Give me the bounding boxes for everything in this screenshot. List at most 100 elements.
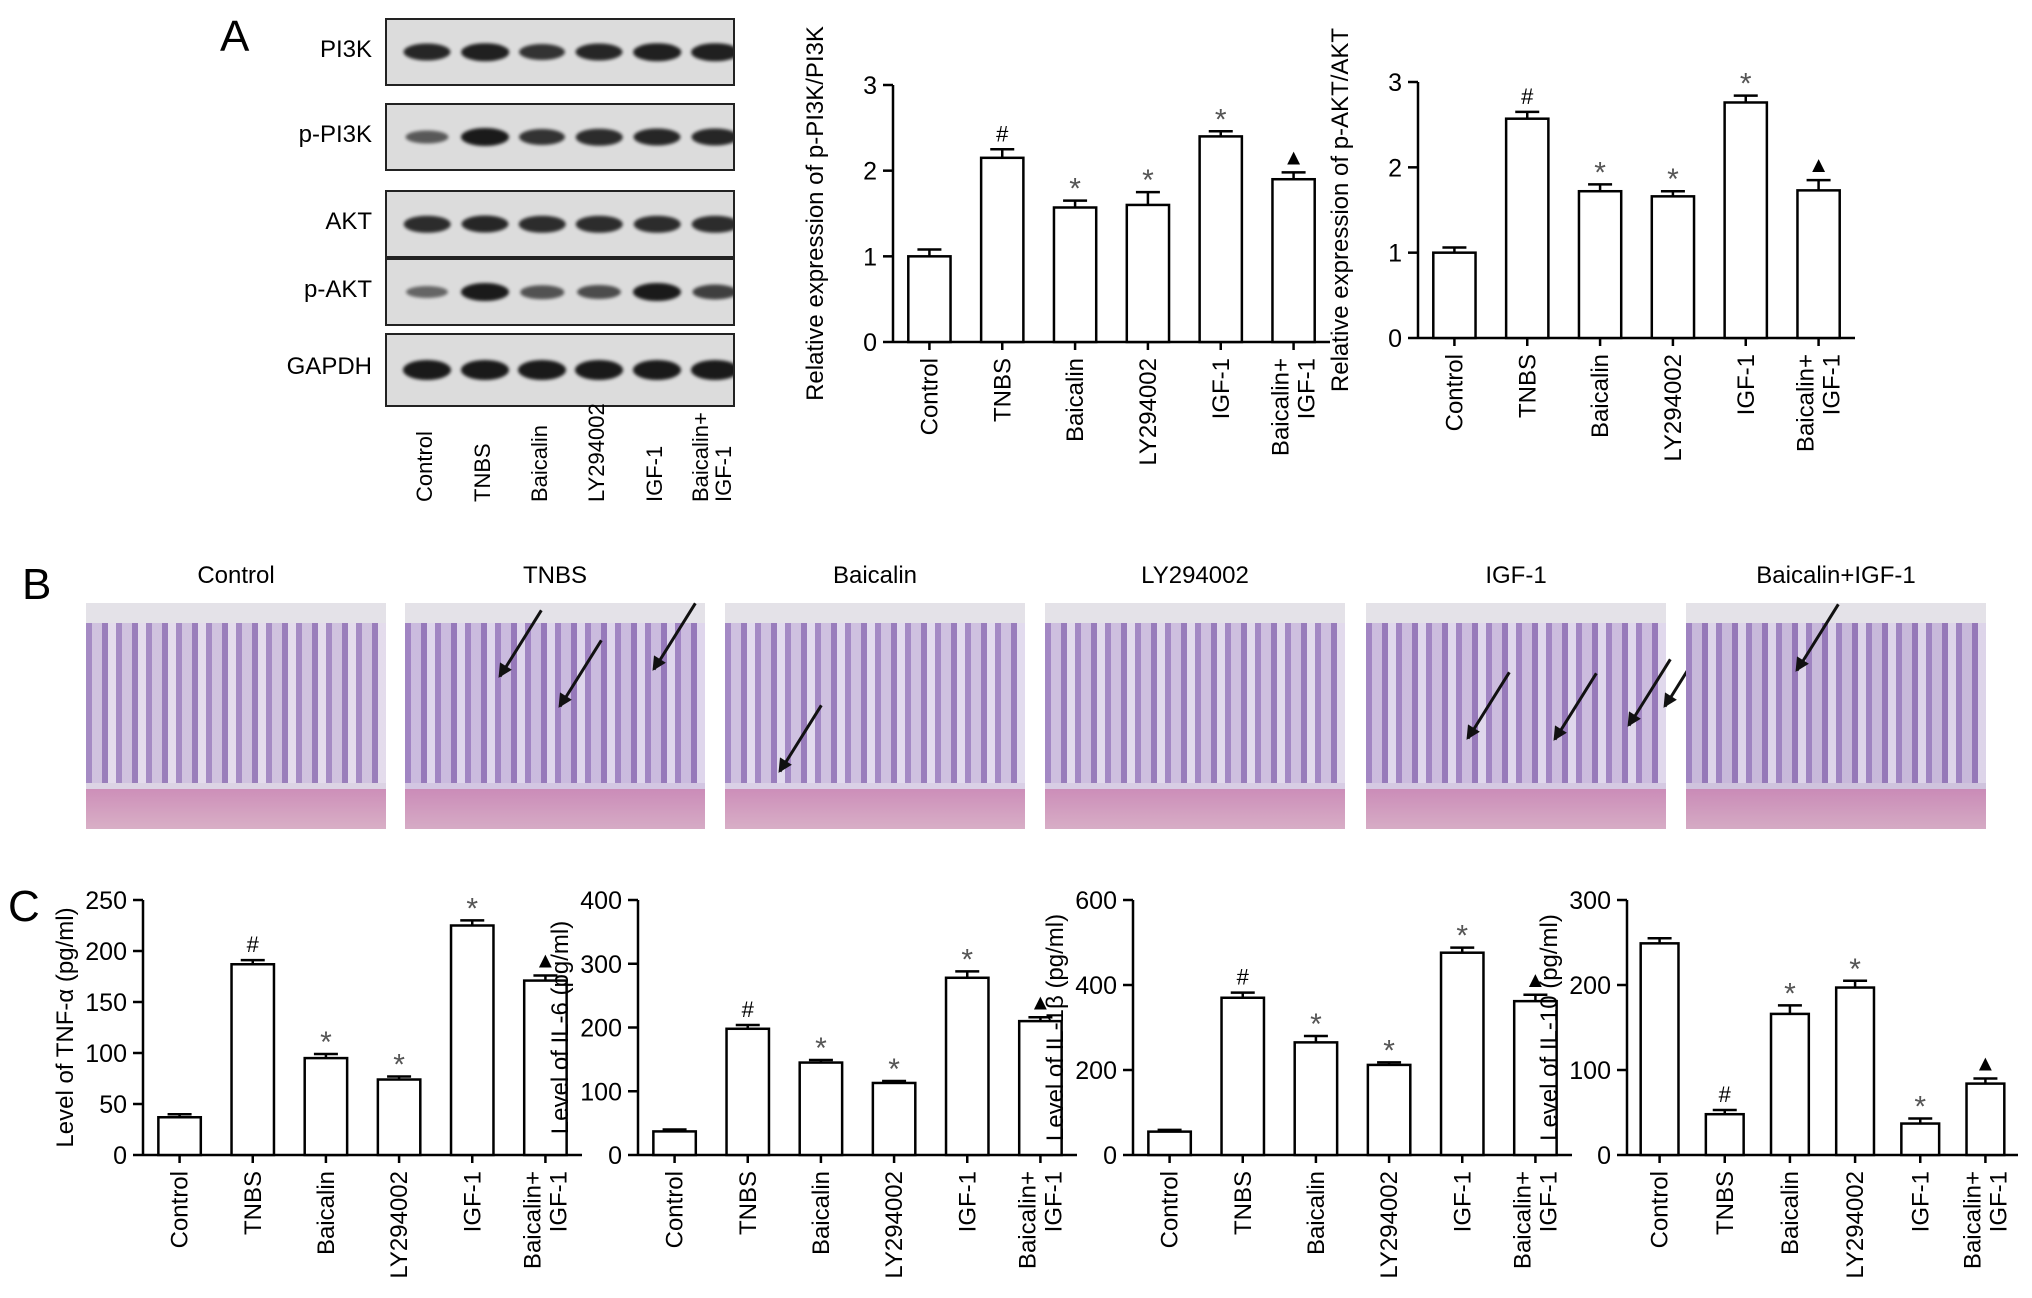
bar xyxy=(1220,996,1266,1157)
y-tick-label: 0 xyxy=(1388,325,1402,353)
significance-mark: * xyxy=(961,943,973,976)
bar xyxy=(1439,951,1485,1157)
x-tick-label-line: Baicalin+ xyxy=(1268,358,1295,456)
blot-band xyxy=(575,43,623,61)
x-tick-label-line: LY294002 xyxy=(1135,358,1162,466)
x-tick-label: Baicalin xyxy=(1062,358,1089,442)
histology-image xyxy=(86,603,386,829)
blot-band xyxy=(575,128,623,146)
panel-label-c: C xyxy=(8,882,40,931)
x-tick-label-line: Control xyxy=(916,358,943,435)
blot-band xyxy=(518,360,566,380)
x-tick-label: Control xyxy=(1647,1171,1674,1248)
significance-mark: ▲ xyxy=(1030,989,1052,1014)
significance-mark: # xyxy=(1237,965,1250,990)
x-tick-label-line: Control xyxy=(1647,1171,1674,1248)
significance-mark: # xyxy=(1521,84,1534,109)
histology-image xyxy=(725,603,1025,829)
x-tick-label-line: IGF-1 xyxy=(1449,1171,1476,1232)
significance-mark: * xyxy=(1456,920,1468,953)
x-tick-label-line: Baicalin+ xyxy=(1014,1171,1041,1269)
x-tick-label-line: TNBS xyxy=(1230,1171,1257,1235)
x-tick-label: Baicalin+IGF-1 xyxy=(1014,1171,1067,1269)
y-tick-label: 0 xyxy=(113,1142,127,1170)
significance-mark: # xyxy=(742,997,755,1022)
y-tick-label: 200 xyxy=(85,938,127,966)
x-tick-label-line: IGF-1 xyxy=(1733,354,1760,415)
x-tick-label: TNBS xyxy=(989,358,1016,422)
bar xyxy=(871,1081,917,1157)
y-tick-label: 300 xyxy=(1569,887,1611,915)
bar xyxy=(1796,189,1841,340)
significance-mark: * xyxy=(466,892,478,925)
x-tick-label: Control xyxy=(167,1171,194,1248)
y-axis-label: Level of IL-1β (pg/ml) xyxy=(1042,914,1069,1141)
blot-band xyxy=(403,360,451,380)
x-tick-label: IGF-1 xyxy=(459,1171,486,1232)
x-tick-label: TNBS xyxy=(240,1171,267,1235)
bar xyxy=(1271,177,1316,344)
x-tick-label: Baicalin+IGF-1 xyxy=(1793,354,1846,452)
x-tick-label-line: LY294002 xyxy=(881,1171,908,1279)
blot-band xyxy=(633,43,681,61)
y-axis-label: Level of TNF-α (pg/ml) xyxy=(52,907,79,1147)
muscle-layer xyxy=(1045,789,1345,829)
x-tick-label: Baicalin+IGF-1 xyxy=(1509,1171,1562,1269)
bar xyxy=(1650,195,1696,340)
significance-mark: ▲ xyxy=(1808,152,1830,177)
y-tick-label: 0 xyxy=(608,1142,622,1170)
y-tick-label: 1 xyxy=(1388,240,1402,268)
x-tick-label-line: LY294002 xyxy=(386,1171,413,1279)
x-tick-label: IGF-1 xyxy=(1208,358,1235,419)
x-tick-label: LY294002 xyxy=(386,1171,413,1279)
muscle-layer xyxy=(725,789,1025,829)
x-tick-label: LY294002 xyxy=(1135,358,1162,466)
x-tick-label: Control xyxy=(1157,1171,1184,1248)
x-tick-label-line: LY294002 xyxy=(1842,1171,1869,1279)
x-tick-label-line: Baicalin+ xyxy=(519,1171,546,1269)
blot-protein-label: GAPDH xyxy=(286,353,372,380)
bar xyxy=(1198,135,1244,344)
x-tick-label: TNBS xyxy=(1514,354,1541,418)
lumen xyxy=(1366,603,1666,623)
x-tick-label-line: Control xyxy=(1157,1171,1184,1248)
significance-mark: * xyxy=(888,1053,900,1086)
y-tick-label: 100 xyxy=(1569,1057,1611,1085)
significance-mark: # xyxy=(1719,1082,1732,1107)
blot-band xyxy=(633,360,681,380)
x-tick-label-line: Baicalin xyxy=(313,1171,340,1255)
blot-protein-label: p-AKT xyxy=(303,276,372,303)
x-tick-label-line: Baicalin xyxy=(1777,1171,1804,1255)
x-tick-label: Control xyxy=(1441,354,1468,431)
crypt-layer xyxy=(1686,623,1986,783)
x-tick-label: Baicalin xyxy=(1303,1171,1330,1255)
x-tick-label: Baicalin+IGF-1 xyxy=(1268,358,1321,456)
histology-image xyxy=(1045,603,1345,829)
bar xyxy=(230,963,276,1157)
y-tick-label: 0 xyxy=(1103,1142,1117,1170)
lumen xyxy=(405,603,705,623)
blot-band xyxy=(461,128,509,146)
blot-row xyxy=(385,190,735,258)
significance-mark: * xyxy=(1914,1090,1926,1123)
x-tick-label-line: Baicalin xyxy=(808,1171,835,1255)
x-tick-label-line: IGF-1 xyxy=(1907,1171,1934,1232)
blot-protein-label: p-PI3K xyxy=(298,121,372,148)
y-tick-label: 0 xyxy=(863,329,877,357)
bar xyxy=(1834,986,1876,1157)
y-tick-label: 200 xyxy=(1569,972,1611,1000)
bar xyxy=(1900,1122,1941,1157)
x-tick-label-line: TNBS xyxy=(735,1171,762,1235)
y-axis-label: Relative expression of p-PI3K/PI3K xyxy=(802,26,829,401)
x-tick-label-line: Baicalin+ xyxy=(1509,1171,1536,1269)
x-tick-label: Baicalin+IGF-1 xyxy=(1959,1171,2012,1269)
lumen xyxy=(725,603,1025,623)
muscle-layer xyxy=(1366,789,1666,829)
x-tick-label: TNBS xyxy=(735,1171,762,1235)
y-axis-label: Level of IL-6 (pg/ml) xyxy=(547,921,574,1134)
x-tick-label-line: LY294002 xyxy=(1376,1171,1403,1279)
significance-mark: * xyxy=(1383,1034,1395,1067)
x-tick-label-line: Baicalin+ xyxy=(1793,354,1820,452)
blot-band xyxy=(691,360,733,380)
blot-band xyxy=(575,360,623,380)
